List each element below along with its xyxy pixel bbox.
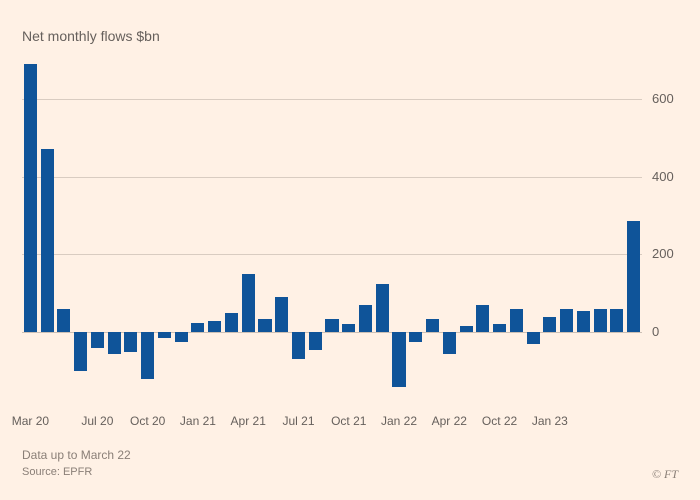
x-axis-label: Mar 20	[12, 414, 49, 428]
y-axis-label: 200	[652, 246, 674, 261]
x-axis-label: Apr 22	[432, 414, 467, 428]
bar	[527, 332, 540, 344]
bar	[191, 323, 204, 333]
bar	[124, 332, 137, 351]
bar	[392, 332, 405, 386]
x-axis-label: Jul 20	[81, 414, 113, 428]
bar	[443, 332, 456, 353]
bar	[325, 319, 338, 333]
plot-area	[22, 60, 642, 410]
bar	[292, 332, 305, 359]
bar	[258, 319, 271, 333]
bar	[510, 309, 523, 332]
bar	[242, 274, 255, 332]
bar	[426, 319, 439, 333]
chart-footer: Data up to March 22 Source: EPFR	[22, 446, 131, 481]
y-axis-label: 400	[652, 169, 674, 184]
x-axis-label: Apr 21	[231, 414, 266, 428]
x-axis-label: Jan 21	[180, 414, 216, 428]
bar	[158, 332, 171, 338]
y-axis-label: 600	[652, 91, 674, 106]
bar	[577, 311, 590, 332]
footer-note: Data up to March 22	[22, 446, 131, 464]
bar	[24, 64, 37, 332]
chart-subtitle: Net monthly flows $bn	[22, 28, 160, 44]
bar	[627, 221, 640, 332]
bar	[359, 305, 372, 332]
footer-source: Source: EPFR	[22, 464, 131, 481]
bar	[309, 332, 322, 350]
bar	[493, 324, 506, 332]
bar	[208, 321, 221, 333]
bar	[610, 309, 623, 332]
x-axis-label: Oct 21	[331, 414, 366, 428]
x-axis-label: Oct 20	[130, 414, 165, 428]
bar	[141, 332, 154, 379]
bar	[275, 297, 288, 332]
x-axis-label: Jul 21	[282, 414, 314, 428]
y-axis-label: 0	[652, 324, 659, 339]
bar	[74, 332, 87, 371]
copyright: © FT	[652, 467, 678, 482]
x-axis-label: Oct 22	[482, 414, 517, 428]
bar	[225, 313, 238, 332]
chart-container: Net monthly flows $bn 0 200 400 600 Mar 20 J…	[0, 0, 700, 500]
bar	[57, 309, 70, 332]
x-axis-labels: Mar 20Jul 20Oct 20Jan 21Apr 21Jul 21Oct …	[22, 414, 642, 434]
bar	[41, 149, 54, 332]
bar	[594, 309, 607, 332]
bar-series	[22, 60, 642, 410]
bar	[342, 324, 355, 332]
bar	[108, 332, 121, 353]
x-axis-label: Jan 23	[532, 414, 568, 428]
bar	[376, 284, 389, 333]
bar	[476, 305, 489, 332]
bar	[543, 317, 556, 333]
bar	[175, 332, 188, 342]
x-axis-label: Jan 22	[381, 414, 417, 428]
bar	[91, 332, 104, 348]
bar	[409, 332, 422, 342]
bar	[460, 326, 473, 332]
bar	[560, 309, 573, 332]
